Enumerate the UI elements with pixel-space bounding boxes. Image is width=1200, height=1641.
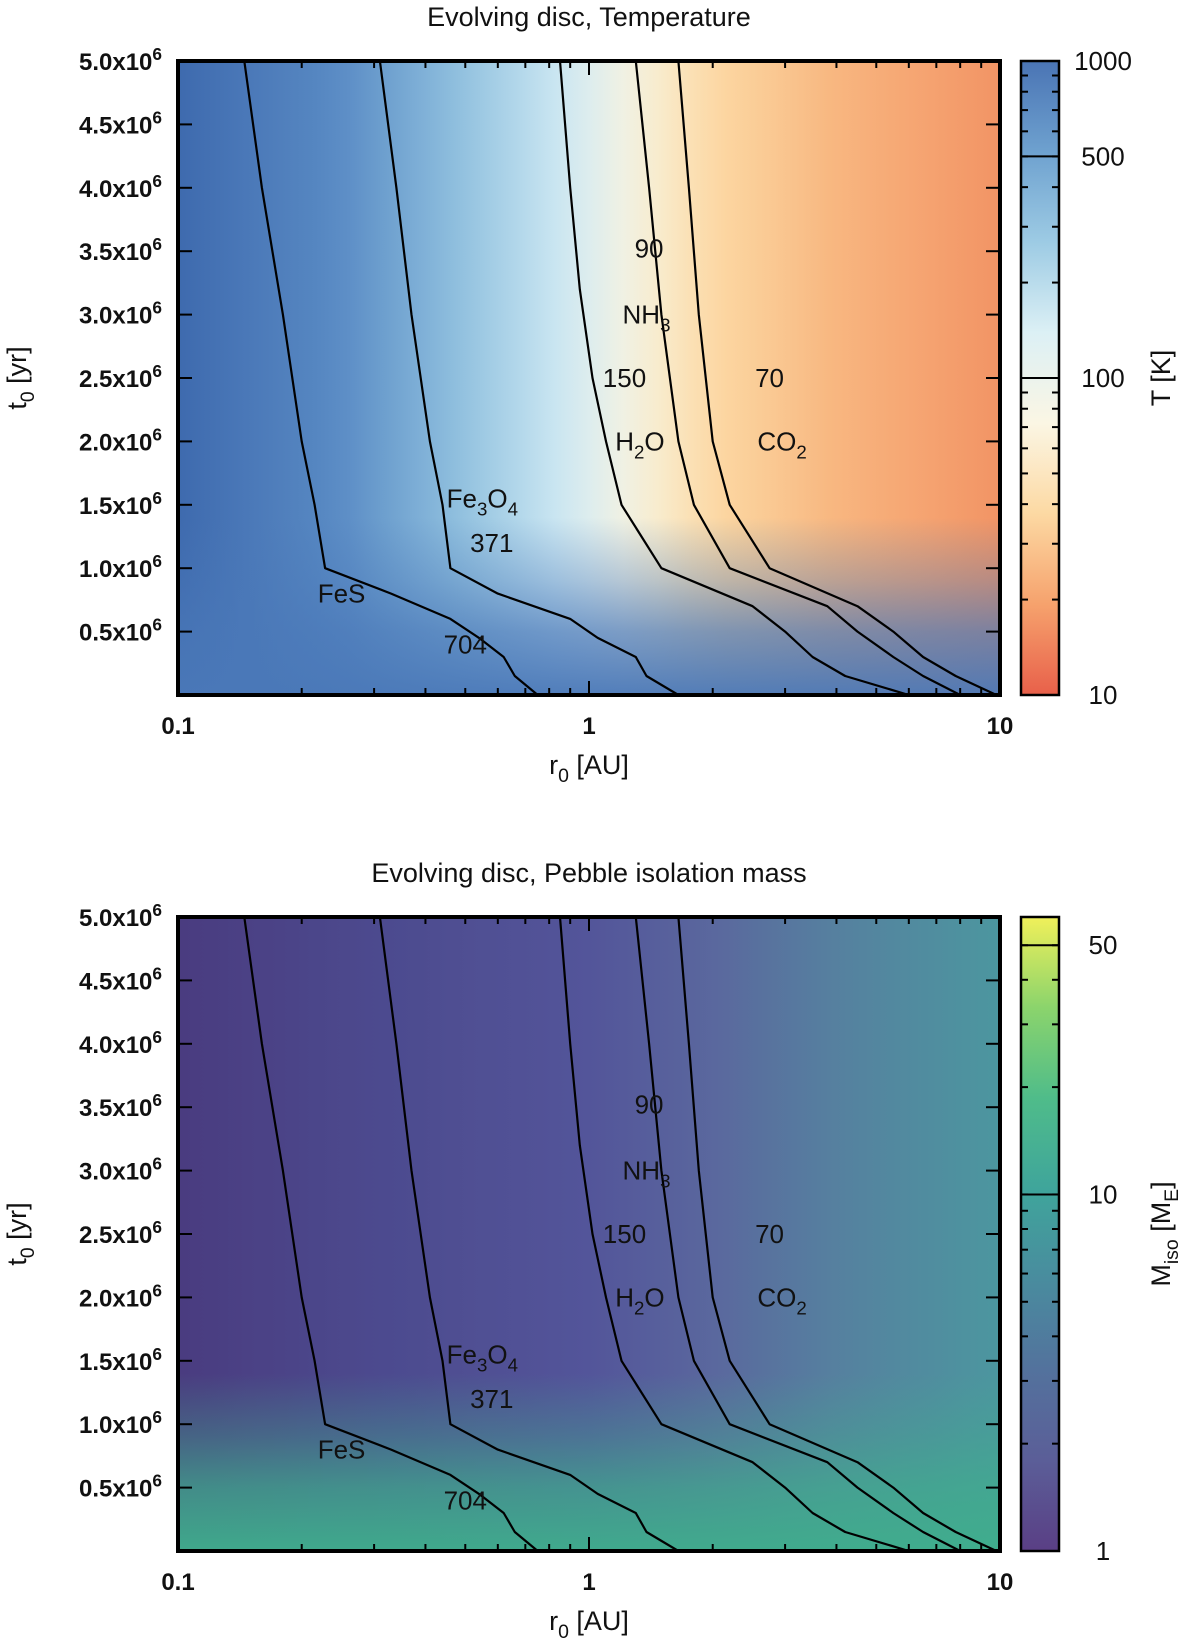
y-tick-label: 4.5x106 [79,963,162,995]
y-tick-label: 5.0x106 [79,44,162,76]
contour-fe3o4 [378,917,679,1551]
contour-label: Fe3O4 [447,1339,518,1375]
contour-label: Fe3O4 [447,483,518,519]
contour-co2 [677,917,997,1551]
x-axis-label: r0 [AU] [549,750,629,787]
heatmap-early-overlay [178,61,1000,695]
y-tick-label: 3.0x106 [79,1154,162,1186]
colorbar-tick-label: 100 [1081,363,1124,393]
x-tick-label: 1 [582,1569,595,1596]
contour-label: 704 [444,629,487,659]
colorbar-frame [1019,59,1061,697]
colorbar-tick-label: 1000 [1074,46,1132,76]
contour-label: 90 [635,234,664,264]
y-tick-label: 5.0x106 [79,900,162,932]
y-tick-label: 1.5x106 [79,1344,162,1376]
colorbar-tick-label: 10 [1089,1179,1118,1209]
contour-h2o [558,917,910,1551]
colorbar-label: T [K] [1146,350,1176,407]
x-tick-label: 10 [987,713,1014,740]
y-tick-label: 3.5x106 [79,1090,162,1122]
y-axis-label: t0 [yr] [2,346,39,409]
y-tick-label: 3.5x106 [79,234,162,266]
y-tick-label: 1.0x106 [79,1407,162,1439]
contour-label: 70 [755,1219,784,1249]
x-tick-label: 0.1 [161,713,194,740]
colorbar [1021,917,1059,1551]
contour-label: 150 [603,1219,646,1249]
contour-label: NH3 [623,1156,671,1192]
contour-label: CO2 [757,1282,806,1318]
y-tick-label: 1.0x106 [79,551,162,583]
contour-nh3 [634,917,961,1551]
chart-title: Evolving disc, Pebble isolation mass [371,858,806,888]
x-tick-label: 0.1 [161,1569,194,1596]
y-tick-label: 2.0x106 [79,1280,162,1312]
contour-label: 704 [444,1485,487,1515]
contour-label: FeS [318,1435,366,1465]
contour-h2o [558,61,910,695]
colorbar-tick-label: 10 [1089,680,1118,710]
contour-lines [243,917,997,1551]
contour-label: 70 [755,363,784,393]
contour-lines [243,61,997,695]
colorbar-tick-label: 1 [1096,1536,1110,1566]
y-tick-label: 4.0x106 [79,171,162,203]
heatmap-early-overlay [178,917,1000,1551]
contour-label: H2O [615,1282,664,1318]
contour-label: H2O [615,426,664,462]
x-tick-label: 10 [987,1569,1014,1596]
y-tick-label: 0.5x106 [79,615,162,647]
x-axis-label: r0 [AU] [549,1606,629,1641]
contour-label: 371 [470,1384,513,1414]
colorbar-tick-label: 50 [1089,930,1118,960]
colorbar-label: Miso [ME] [1146,1181,1183,1286]
contour-nh3 [634,61,961,695]
contour-fes [243,917,539,1551]
chart-title: Evolving disc, Temperature [427,2,751,32]
contour-label: 150 [603,363,646,393]
y-tick-label: 3.0x106 [79,298,162,330]
x-tick-label: 1 [582,713,595,740]
y-tick-label: 4.5x106 [79,107,162,139]
contour-label: 90 [635,1090,664,1120]
y-axis-label: t0 [yr] [2,1202,39,1265]
y-tick-label: 2.0x106 [79,424,162,456]
y-tick-label: 2.5x106 [79,361,162,393]
colorbar-frame [1019,915,1061,1553]
y-tick-label: 4.0x106 [79,1027,162,1059]
y-tick-label: 2.5x106 [79,1217,162,1249]
colorbar-tick-label: 500 [1081,141,1124,171]
contour-fes [243,61,539,695]
contour-label: NH3 [623,300,671,336]
contour-co2 [677,61,997,695]
contour-label: 371 [470,528,513,558]
y-tick-label: 1.5x106 [79,488,162,520]
contour-fe3o4 [378,61,679,695]
contour-label: CO2 [757,426,806,462]
chart-panel-1: FeS 704 Fe3O4 371 90 NH3 150 H2O 70 CO2 0.1 1 10 0.5x… [2,2,1176,787]
contour-label: FeS [318,579,366,609]
y-tick-label: 0.5x106 [79,1471,162,1503]
